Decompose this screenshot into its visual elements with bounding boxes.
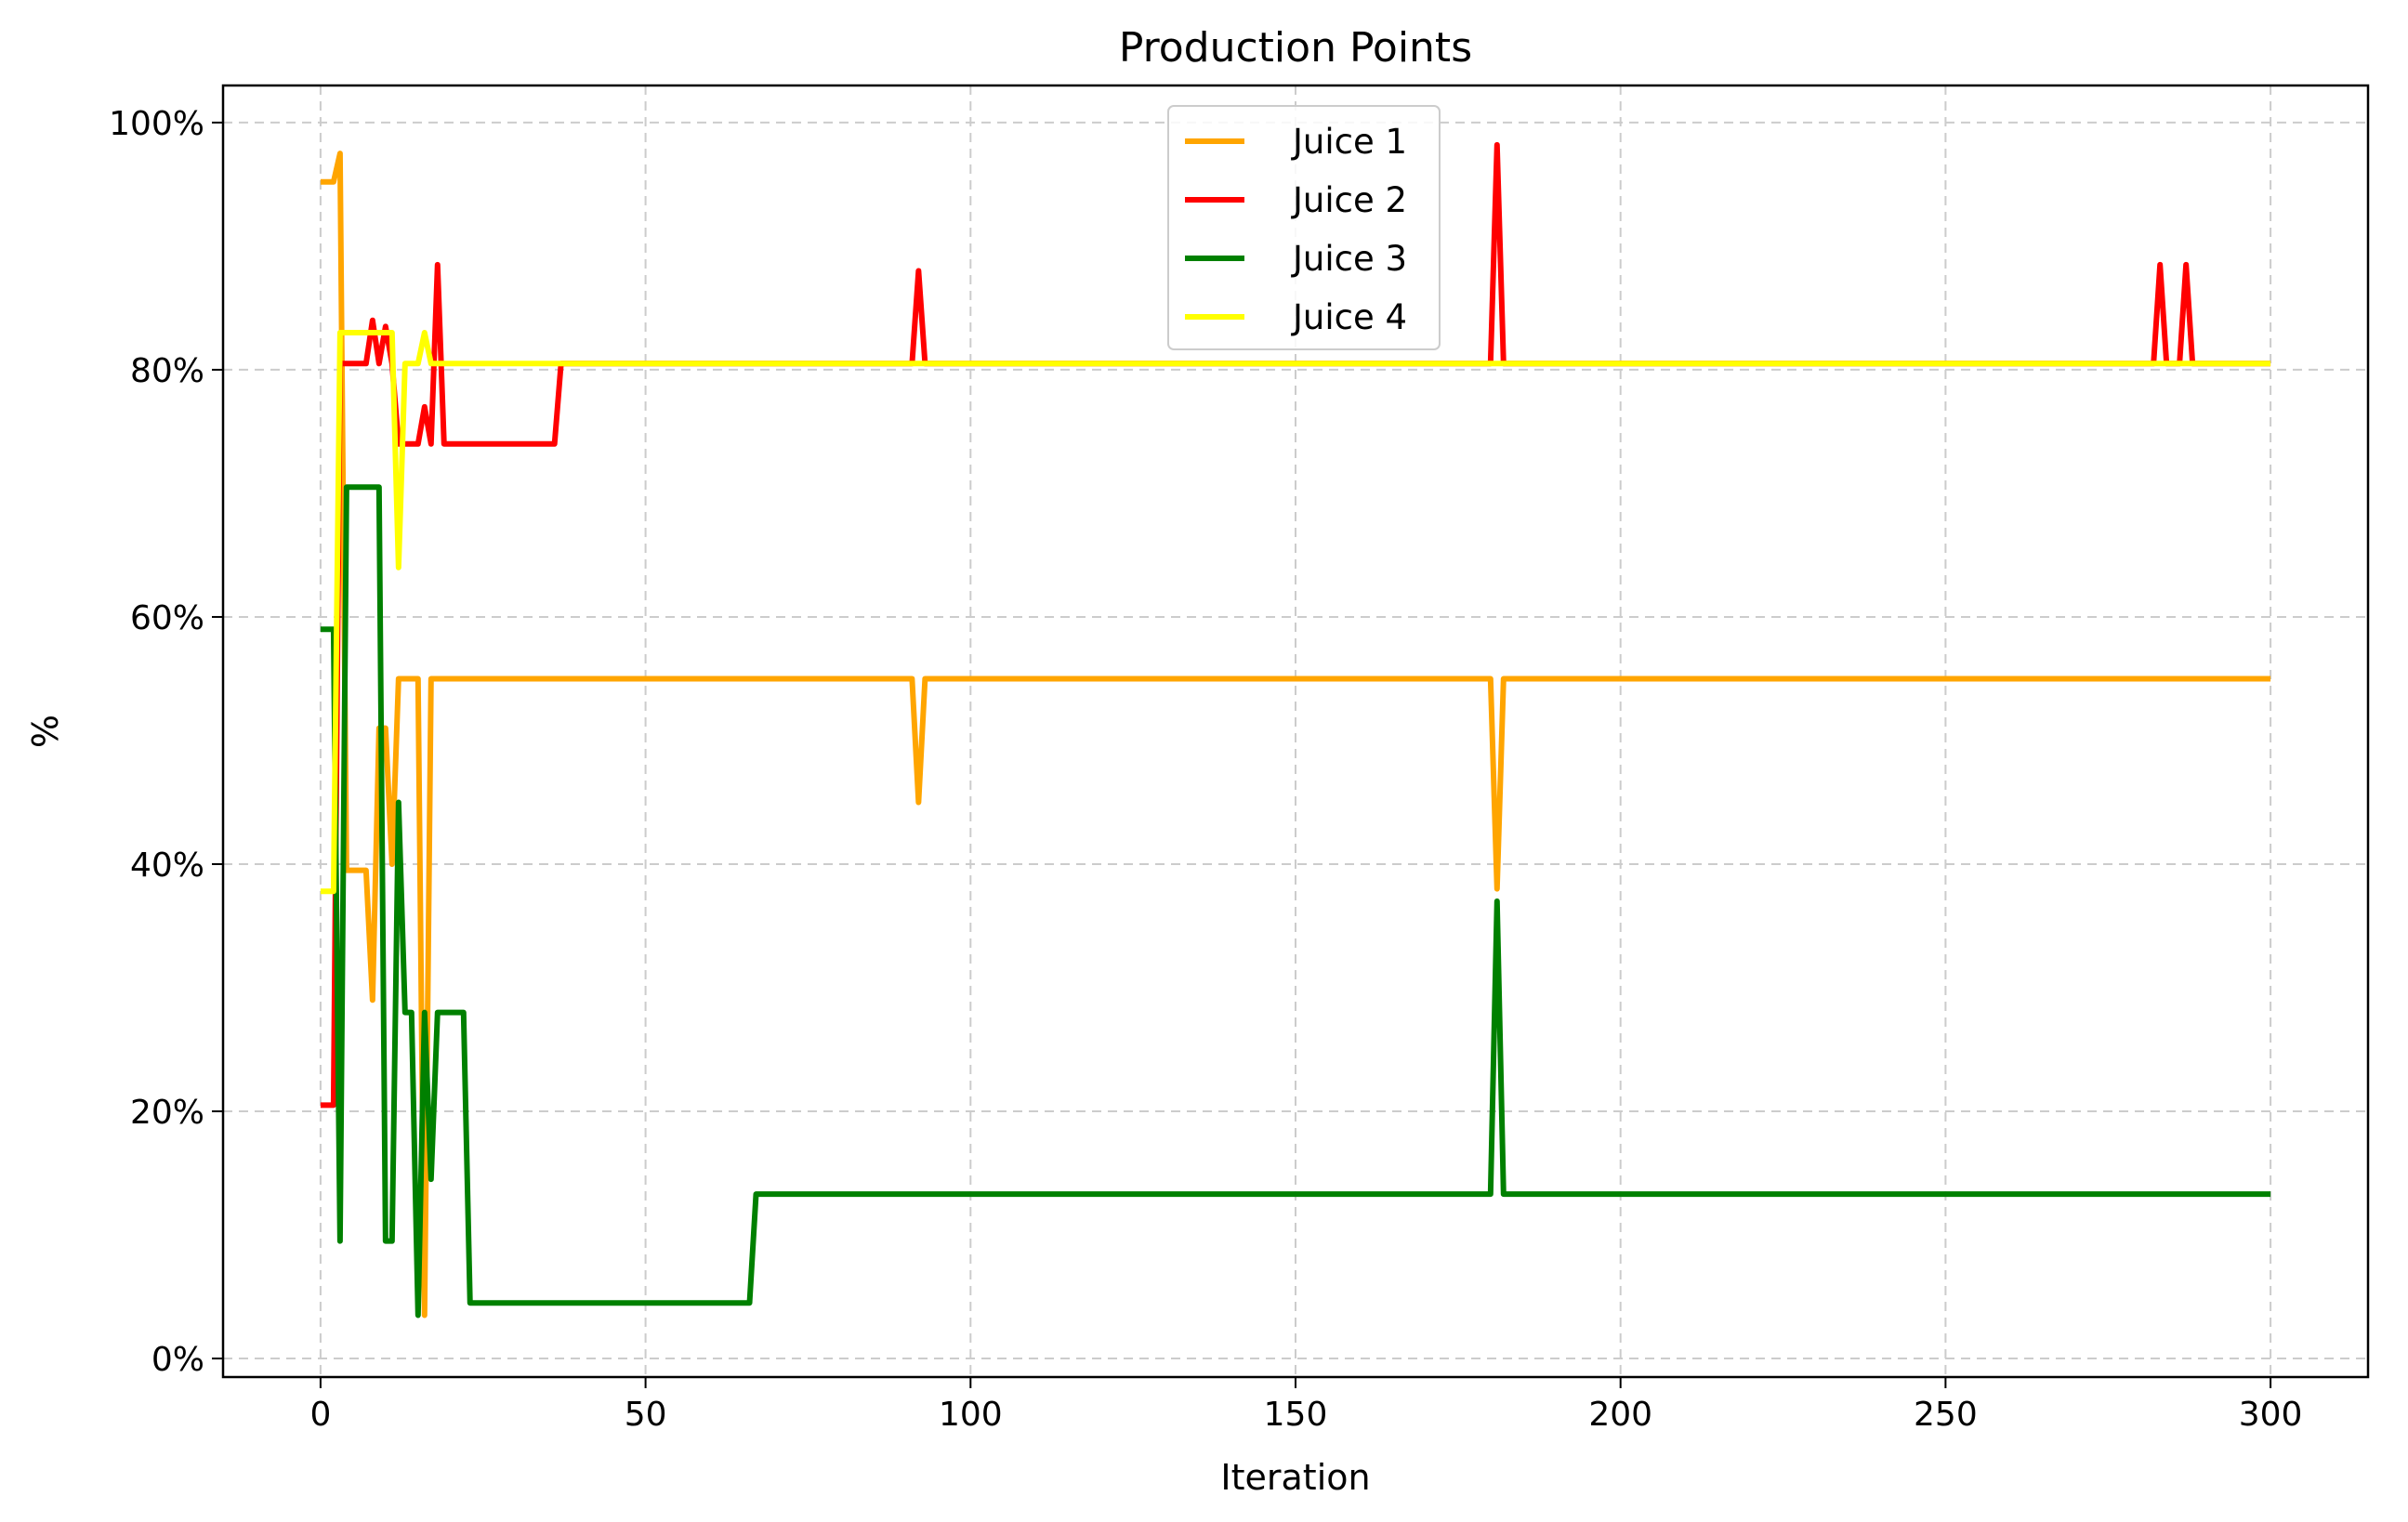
x-tick-label: 50 (625, 1396, 667, 1434)
legend: Juice 1 Juice 2 Juice 3 Juice 4 (1167, 105, 1441, 350)
y-tick-label: 100% (109, 105, 204, 143)
legend-label: Juice 4 (1291, 297, 1407, 337)
y-tick-label: 0% (151, 1341, 204, 1379)
series-line (320, 151, 2271, 1319)
x-axis-label: Iteration (1220, 1457, 1370, 1498)
y-tick-label: 40% (130, 846, 204, 885)
legend-label: Juice 3 (1291, 239, 1407, 279)
y-tick-label: 20% (130, 1094, 204, 1132)
x-tick-label: 100 (939, 1396, 1003, 1434)
x-tick-label: 250 (1914, 1396, 1978, 1434)
legend-label: Juice 1 (1291, 122, 1407, 162)
series-line (320, 141, 2271, 1109)
x-tick-label: 150 (1264, 1396, 1328, 1434)
y-tick-label: 80% (130, 352, 204, 390)
x-tick-label: 300 (2239, 1396, 2303, 1434)
series-line (320, 330, 2271, 895)
x-tick-label: 200 (1588, 1396, 1652, 1434)
chart-title: Production Points (1119, 24, 1472, 72)
series-lines (320, 141, 2271, 1319)
grid-lines (223, 85, 2368, 1377)
y-axis-label: % (25, 715, 66, 748)
legend-box (1167, 105, 1441, 350)
x-tick-label: 0 (309, 1396, 331, 1434)
axis-ticks: 0 50 100 150 200 250 300 0% 20% 40% 60% 80% 100% (109, 105, 2302, 1434)
y-tick-label: 60% (130, 599, 204, 637)
legend-label: Juice 2 (1291, 180, 1407, 220)
series-line (320, 484, 2271, 1319)
